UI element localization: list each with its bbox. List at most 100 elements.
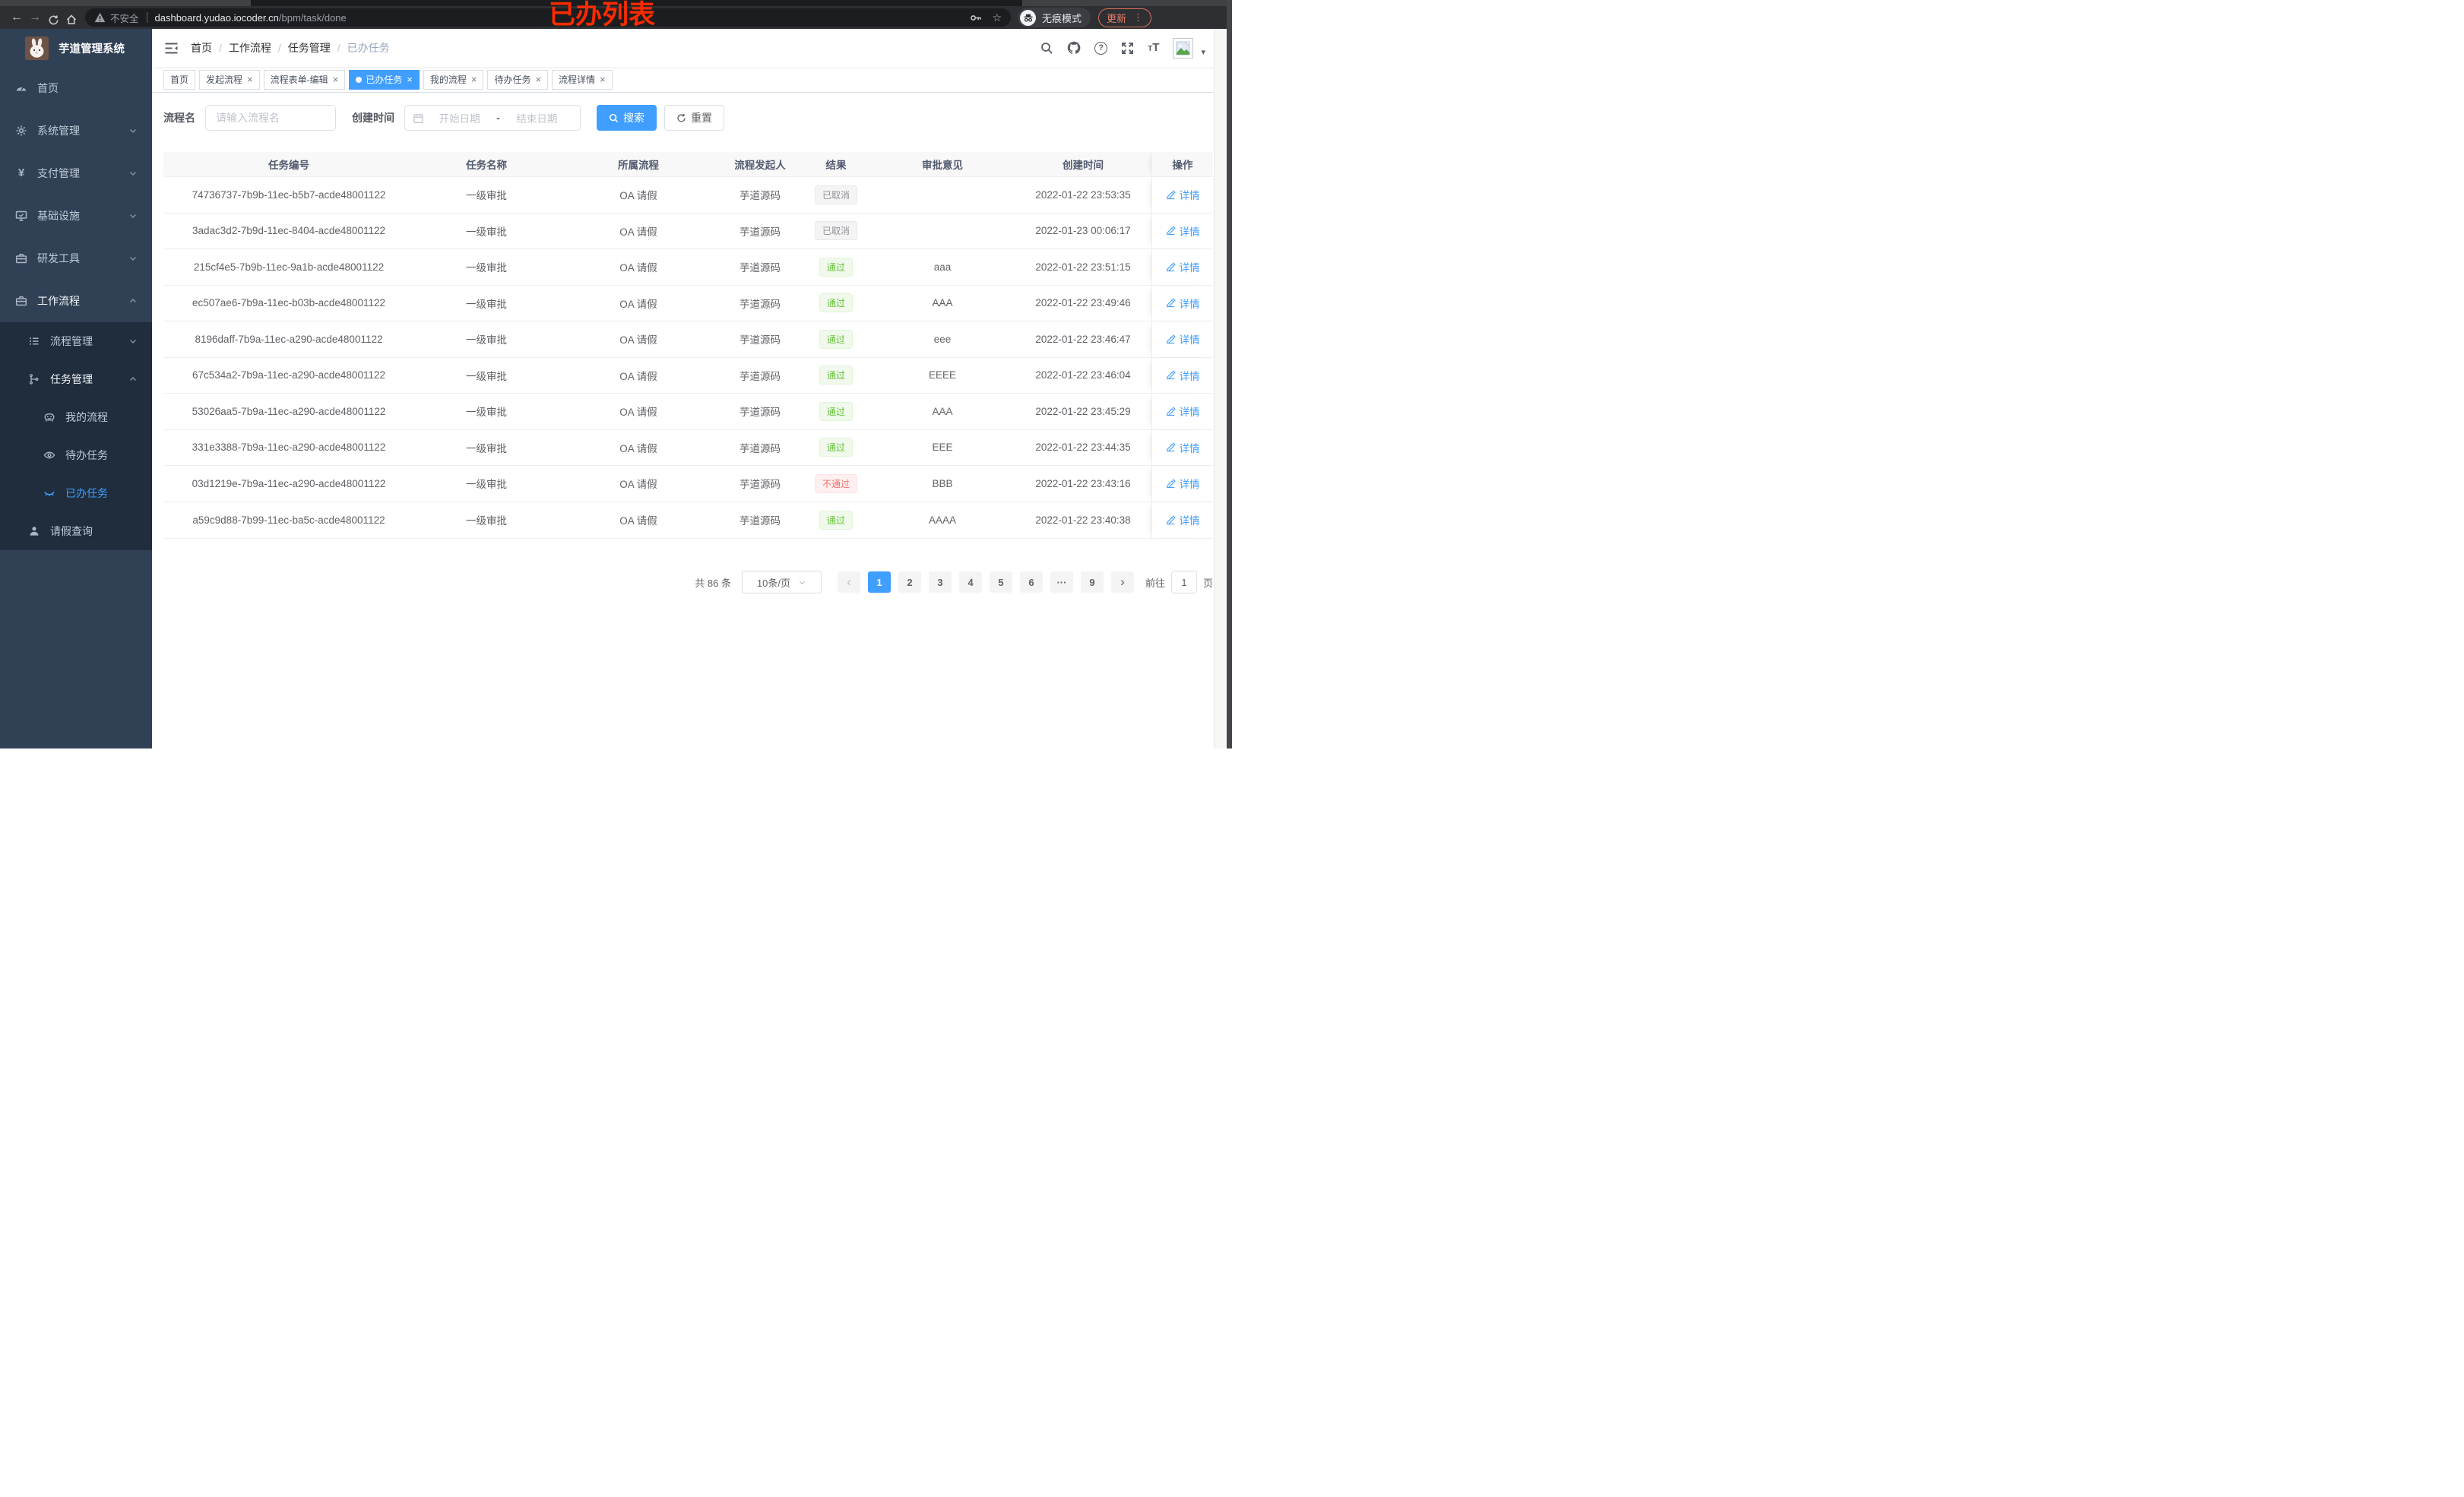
status-badge: 通过 <box>819 329 853 349</box>
tab-done-task[interactable]: 已办任务 × <box>349 69 420 90</box>
breadcrumb-task-mgmt[interactable]: 任务管理 <box>287 42 331 54</box>
cell-created: 2022-01-22 23:51:15 <box>1035 261 1131 273</box>
prev-page-button[interactable]: ‹ <box>837 571 860 593</box>
sidebar-item-done-task[interactable]: 已办任务 <box>0 474 152 512</box>
incognito-label: 无痕模式 <box>1042 12 1082 24</box>
browser-menu-dots-icon[interactable]: ⋮ <box>1133 11 1144 23</box>
detail-link[interactable]: 详情 <box>1166 440 1200 455</box>
close-icon[interactable]: × <box>600 74 606 85</box>
detail-link[interactable]: 详情 <box>1166 512 1200 527</box>
security-label[interactable]: 不安全 <box>110 13 139 24</box>
next-page-button[interactable]: › <box>1110 571 1134 593</box>
sidebar-item-bpm[interactable]: 工作流程 <box>0 280 152 322</box>
close-icon[interactable]: × <box>332 74 339 85</box>
sidebar-item-home[interactable]: 首页 <box>0 67 152 109</box>
sidebar-item-pay[interactable]: ¥ 支付管理 <box>0 152 152 195</box>
sidebar-item-process-mgmt[interactable]: 流程管理 <box>0 322 152 360</box>
cell-task-id: 74736737-7b9b-11ec-b5b7-acde48001122 <box>192 188 386 201</box>
detail-link[interactable]: 详情 <box>1166 296 1200 311</box>
end-date-input[interactable]: 结束日期 <box>516 113 558 125</box>
sidebar-item-infra[interactable]: 基础设施 <box>0 195 152 237</box>
close-icon[interactable]: × <box>535 74 542 85</box>
close-icon[interactable]: × <box>247 74 253 85</box>
close-icon[interactable]: × <box>407 74 413 85</box>
help-icon[interactable]: ? <box>1094 41 1108 55</box>
fullscreen-icon[interactable] <box>1121 42 1134 55</box>
pagination: 共 86 条 10条/页 ‹ 1 2 3 4 5 6 ··· 9 › 前往 1 … <box>163 571 1213 593</box>
chevron-down-icon <box>128 169 138 178</box>
sidebar-item-leave-query[interactable]: 请假查询 <box>0 512 152 550</box>
table-row: ec507ae6-7b9a-11ec-b03b-acde48001122 一级审… <box>163 285 1213 321</box>
sidebar-item-todo-task[interactable]: 待办任务 <box>0 436 152 474</box>
tab-form-edit[interactable]: 流程表单-编辑 × <box>263 69 346 90</box>
window-edge <box>1227 0 1232 748</box>
tab-start-process[interactable]: 发起流程 × <box>199 69 260 90</box>
start-date-input[interactable]: 开始日期 <box>439 113 480 125</box>
list-icon <box>28 335 40 347</box>
page-button-3[interactable]: 3 <box>928 571 952 593</box>
goto-page-input[interactable]: 1 <box>1170 571 1197 593</box>
detail-link[interactable]: 详情 <box>1166 404 1200 419</box>
page-scrollbar[interactable] <box>1214 29 1227 748</box>
sidebar-item-system[interactable]: 系统管理 <box>0 109 152 152</box>
detail-link[interactable]: 详情 <box>1166 223 1200 239</box>
page-size-select[interactable]: 10条/页 <box>741 571 822 593</box>
avatar-caret-icon[interactable]: ▾ <box>1201 47 1205 57</box>
tab-process-detail[interactable]: 流程详情 × <box>552 69 613 90</box>
sidebar-item-task-mgmt[interactable]: 任务管理 <box>0 360 152 398</box>
reset-button[interactable]: 重置 <box>664 105 724 131</box>
close-icon[interactable]: × <box>470 74 477 85</box>
browser-forward-icon[interactable]: → <box>29 11 41 24</box>
tab-home[interactable]: 首页 <box>163 69 196 90</box>
detail-link[interactable]: 详情 <box>1166 476 1200 491</box>
sidebar-logo[interactable]: 芋道管理系统 <box>0 29 152 67</box>
page-button-4[interactable]: 4 <box>958 571 982 593</box>
browser-home-icon[interactable] <box>62 9 81 26</box>
tab-my-process[interactable]: 我的流程 × <box>423 69 484 90</box>
page-ellipsis[interactable]: ··· <box>1050 571 1073 593</box>
url-domain[interactable]: dashboard.yudao.iocoder.cn <box>154 11 279 24</box>
detail-link[interactable]: 详情 <box>1166 331 1200 347</box>
page-button-5[interactable]: 5 <box>989 571 1012 593</box>
tab-todo-task[interactable]: 待办任务 × <box>487 69 549 90</box>
date-range-picker[interactable]: 开始日期 - 结束日期 <box>404 105 581 131</box>
security-warning-icon[interactable] <box>94 12 106 23</box>
logo-avatar <box>25 36 49 60</box>
sidebar-collapse-icon[interactable] <box>152 42 191 55</box>
process-name-input[interactable]: 请输入流程名 <box>205 105 336 131</box>
breadcrumb-bpm[interactable]: 工作流程 <box>228 42 271 54</box>
detail-link[interactable]: 详情 <box>1166 368 1200 383</box>
cell-comment <box>870 177 1015 213</box>
url-path[interactable]: /bpm/task/done <box>278 11 347 24</box>
page-button-1[interactable]: 1 <box>867 571 891 593</box>
page-button-2[interactable]: 2 <box>898 571 921 593</box>
update-button[interactable]: 更新 ⋮ <box>1098 8 1152 27</box>
browser-active-tab[interactable] <box>251 0 1022 6</box>
browser-reload-icon[interactable] <box>44 10 62 26</box>
detail-link[interactable]: 详情 <box>1166 259 1200 274</box>
breadcrumb-home[interactable]: 首页 <box>191 42 212 54</box>
password-key-icon[interactable] <box>970 12 983 24</box>
process-name-label: 流程名 <box>163 112 195 124</box>
goto-unit: 页 <box>1202 577 1213 589</box>
detail-link[interactable]: 详情 <box>1166 187 1200 202</box>
font-size-icon[interactable]: TT <box>1148 40 1160 54</box>
monitor-icon <box>15 210 27 222</box>
search-button[interactable]: 搜索 <box>597 105 657 131</box>
search-icon[interactable] <box>1040 42 1053 55</box>
col-header-task-name: 任务名称 <box>466 160 507 171</box>
sidebar-item-devtools[interactable]: 研发工具 <box>0 237 152 280</box>
main-area: 首页 / 工作流程 / 任务管理 / 已办任务 ? TT <box>152 29 1227 748</box>
address-bar[interactable]: 不安全 dashboard.yudao.iocoder.cn /bpm/task… <box>85 8 1011 27</box>
page-button-6[interactable]: 6 <box>1019 571 1043 593</box>
col-header-created: 创建时间 <box>1063 160 1104 171</box>
avatar[interactable] <box>1173 37 1194 59</box>
sidebar-item-my-process[interactable]: 我的流程 <box>0 398 152 436</box>
chevron-down-icon <box>128 211 138 220</box>
page-button-9[interactable]: 9 <box>1080 571 1104 593</box>
bookmark-star-icon[interactable]: ☆ <box>992 11 1002 24</box>
col-header-process: 所属流程 <box>618 160 659 171</box>
browser-back-icon[interactable]: ← <box>11 11 23 24</box>
github-icon[interactable] <box>1067 41 1081 55</box>
breadcrumb: 首页 / 工作流程 / 任务管理 / 已办任务 <box>191 42 390 54</box>
